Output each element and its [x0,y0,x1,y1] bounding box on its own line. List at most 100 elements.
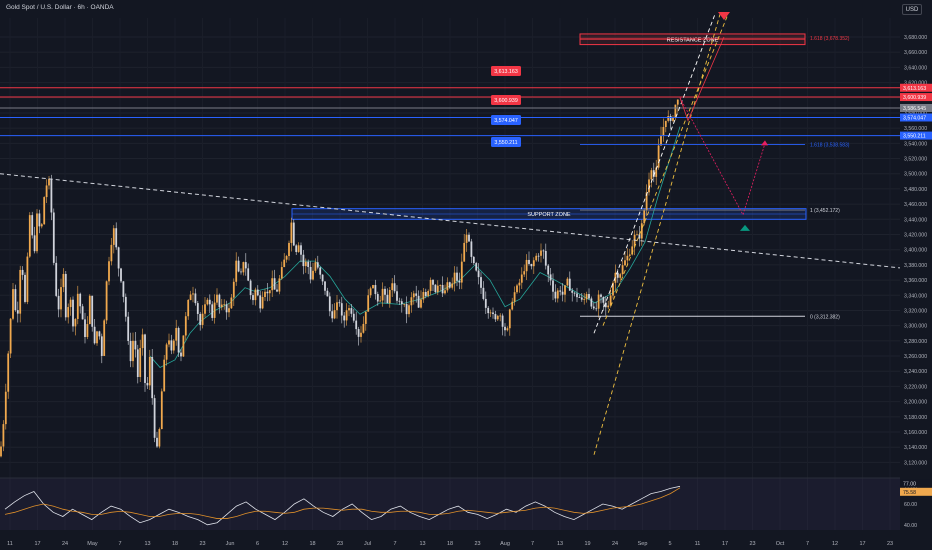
time-axis[interactable]: 11 17 24 May 7 13 18 23 Jun 6 12 18 23 Jul 7 13 18 23 Aug 7… [7,541,893,547]
candle-236[interactable] [566,277,569,287]
candle-214[interactable] [513,286,516,306]
candles-layer[interactable] [0,99,679,458]
price-axis[interactable]: 3,680.000 3,660.000 3,640.000 3,620.000 3,60… [900,0,932,550]
candle-107[interactable] [256,285,259,297]
candle-160[interactable] [384,286,386,303]
candle-173[interactable] [415,285,418,303]
candle-110[interactable] [264,288,266,301]
candle-14[interactable] [33,226,36,254]
candle-234[interactable] [561,283,564,302]
candle-21[interactable] [50,174,53,221]
candle-68[interactable] [163,354,166,392]
candle-262[interactable] [628,248,631,258]
candle-86[interactable] [206,297,209,306]
candle-99[interactable] [237,256,240,273]
candle-274[interactable] [657,138,660,170]
candle-38[interactable] [91,295,94,332]
candle-165[interactable] [396,285,398,304]
candle-206[interactable] [494,310,497,322]
candle-96[interactable] [230,294,233,310]
candle-109[interactable] [261,291,264,310]
candle-118[interactable] [283,253,286,268]
candle-140[interactable] [336,295,338,319]
candle-239[interactable] [573,291,576,297]
candle-54[interactable] [129,332,132,368]
candle-192[interactable] [460,253,463,290]
candle-209[interactable] [501,313,504,336]
candle-76[interactable] [182,335,185,357]
candle-178[interactable] [427,289,430,298]
candle-8[interactable] [19,265,22,323]
candle-36[interactable] [86,316,89,340]
candle-25[interactable] [60,278,62,318]
candle-74[interactable] [177,326,180,357]
candle-161[interactable] [386,288,389,304]
candle-167[interactable] [400,298,403,313]
candle-157[interactable] [376,291,379,306]
candle-88[interactable] [211,301,214,321]
candle-217[interactable] [520,267,523,290]
candle-59[interactable] [141,328,144,356]
candle-24[interactable] [57,288,60,318]
candle-185[interactable] [444,284,446,295]
candle-90[interactable] [216,288,218,306]
candle-279[interactable] [669,113,672,130]
candle-16[interactable] [38,209,41,234]
candle-136[interactable] [326,287,329,297]
candle-127[interactable] [304,258,307,273]
candle-268[interactable] [643,208,646,226]
candle-124[interactable] [297,242,300,253]
candle-84[interactable] [201,305,204,329]
candle-33[interactable] [79,292,82,314]
candle-175[interactable] [420,290,422,309]
candle-149[interactable] [357,326,360,346]
candle-0[interactable] [0,441,2,458]
candle-172[interactable] [412,290,415,305]
candle-142[interactable] [340,296,343,324]
candle-43[interactable] [103,318,106,356]
candle-247[interactable] [592,302,595,311]
candle-246[interactable] [590,296,593,310]
candle-80[interactable] [192,286,194,303]
candle-251[interactable] [602,296,605,311]
candle-108[interactable] [259,290,262,313]
candle-100[interactable] [240,268,242,275]
candle-144[interactable] [345,303,348,326]
candle-271[interactable] [650,167,653,188]
candle-145[interactable] [348,304,350,317]
candle-180[interactable] [432,278,434,291]
candle-244[interactable] [585,291,588,303]
candle-69[interactable] [165,342,168,366]
candle-260[interactable] [624,251,626,267]
candle-182[interactable] [436,280,439,296]
candle-71[interactable] [170,334,173,355]
candle-61[interactable] [146,377,149,389]
candle-184[interactable] [441,276,444,297]
candle-101[interactable] [242,261,245,276]
candle-232[interactable] [556,288,559,303]
candle-187[interactable] [448,281,451,289]
candle-151[interactable] [362,316,365,334]
candle-207[interactable] [496,314,499,321]
candle-183[interactable] [439,284,442,292]
candle-204[interactable] [489,309,492,318]
candle-103[interactable] [247,263,250,282]
candle-87[interactable] [208,294,211,314]
candle-158[interactable] [379,295,382,302]
candle-162[interactable] [388,287,391,308]
candle-129[interactable] [309,261,312,284]
candle-153[interactable] [367,289,370,312]
candle-163[interactable] [391,277,394,298]
candle-60[interactable] [144,333,146,392]
candle-70[interactable] [168,333,170,348]
candle-37[interactable] [88,294,91,325]
candle-26[interactable] [62,268,65,293]
candle-131[interactable] [314,258,317,273]
candle-126[interactable] [302,250,305,275]
candle-243[interactable] [583,293,586,305]
candle-34[interactable] [81,303,84,320]
candle-210[interactable] [504,323,506,337]
candle-213[interactable] [511,297,514,311]
candle-199[interactable] [477,263,480,285]
candle-186[interactable] [446,277,449,293]
